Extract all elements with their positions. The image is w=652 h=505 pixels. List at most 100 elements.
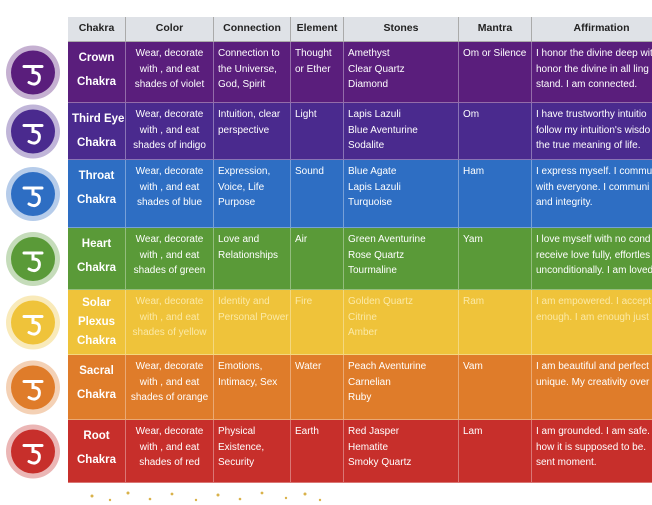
cell-line: Hematite bbox=[348, 441, 389, 453]
cell-line: Air bbox=[295, 234, 308, 245]
table-cell: I am grounded. I am safe. how it is suppo… bbox=[532, 420, 652, 483]
cell-line: Wear, decorate bbox=[135, 166, 204, 177]
cell-line: Existence, bbox=[218, 441, 265, 453]
table-cell: Wear, decorate with , and eat shades of re… bbox=[126, 420, 214, 483]
cell-line: follow my intuition's wisdo bbox=[536, 124, 651, 136]
table-cell: Identity and Personal Power bbox=[214, 290, 291, 355]
cell-line: Lapis Lazuli bbox=[348, 181, 401, 193]
cell-line: with , and eat bbox=[139, 376, 200, 388]
cell-line: Chakra bbox=[77, 262, 116, 274]
cell-line: Expression, bbox=[218, 166, 271, 177]
cell-line: Wear, decorate bbox=[135, 234, 204, 245]
chakra-name: Heart Chakra bbox=[68, 228, 126, 290]
cell-line: and integrity. bbox=[536, 197, 593, 208]
cell-line: Amethyst bbox=[348, 48, 390, 59]
cell-line: Security bbox=[218, 457, 255, 468]
table-cell: Green Aventurine Rose Quartz Tourmaline bbox=[344, 228, 459, 290]
cell-line: Blue Aventurine bbox=[348, 124, 418, 136]
cell-line: Voice, Life bbox=[218, 181, 265, 193]
cell-line: Plexus bbox=[77, 316, 116, 328]
cell-line: Yam bbox=[463, 234, 483, 245]
table-cell: Fire bbox=[291, 290, 344, 355]
cell-line: I express myself. I commu bbox=[536, 166, 652, 177]
cell-line: Throat bbox=[78, 170, 115, 182]
table-cell: Sound bbox=[291, 160, 344, 228]
cell-line: Om bbox=[463, 109, 480, 120]
cell-line: with , and eat bbox=[139, 181, 200, 193]
cell-line: Lapis Lazuli bbox=[348, 109, 401, 120]
icon-glyph bbox=[22, 380, 44, 401]
cell-line: Diamond bbox=[348, 79, 389, 90]
chakra-name: Third Eye Chakra bbox=[68, 103, 126, 160]
table-cell: Light bbox=[291, 103, 344, 160]
table-cell: Wear, decorate with , and eat shades of or… bbox=[126, 355, 214, 420]
cell-line: Green Aventurine bbox=[348, 234, 426, 245]
header-cell: Affirmation bbox=[532, 17, 652, 42]
cell-line: perspective bbox=[218, 124, 270, 136]
header-cell: Mantra bbox=[459, 17, 532, 42]
cell-line: Chakra bbox=[77, 137, 116, 149]
table-cell: Connection to the Universe, God, Spirit bbox=[214, 42, 291, 103]
table-cell: Intuition, clear perspective bbox=[214, 103, 291, 160]
cell-line: Fire bbox=[295, 296, 313, 307]
table-cell: Lapis Lazuli Blue Aventurine Sodalite bbox=[344, 103, 459, 160]
cell-line: I honor the divine deep wit bbox=[536, 48, 652, 59]
cell-line: receive love fully, effortles bbox=[536, 249, 651, 261]
cell-line: I am grounded. I am safe. bbox=[536, 426, 650, 437]
cell-line: Wear, decorate bbox=[135, 109, 204, 120]
table-cell: I have trustworthy intuitio follow my int… bbox=[532, 103, 652, 160]
cell-line: Blue Agate bbox=[348, 166, 397, 177]
cell-line: Wear, decorate bbox=[135, 48, 204, 59]
cell-line: Ram bbox=[463, 296, 485, 307]
cell-line: sent moment. bbox=[536, 457, 597, 468]
cell-line: Ruby bbox=[348, 392, 372, 403]
header-cell: Stones bbox=[344, 17, 459, 42]
table-cell: Vam bbox=[459, 355, 532, 420]
table-cell: I express myself. I commu with everyone. … bbox=[532, 160, 652, 228]
table-cell: Om bbox=[459, 103, 532, 160]
cell-line: Wear, decorate bbox=[135, 426, 204, 437]
cell-line: with , and eat bbox=[139, 441, 200, 453]
table-cell: Red Jasper Hematite Smoky Quartz bbox=[344, 420, 459, 483]
table-cell: Wear, decorate with , and eat shades of ye… bbox=[126, 290, 214, 355]
cell-line: Light bbox=[295, 109, 317, 120]
icon-glyph bbox=[22, 315, 44, 336]
table-cell: Water bbox=[291, 355, 344, 420]
cell-line: Earth bbox=[295, 426, 319, 437]
cell-line: Connection to bbox=[218, 48, 280, 59]
chakra-name: Solar Plexus Chakra bbox=[68, 290, 126, 355]
table-cell: Peach Aventurine Carnelian Ruby bbox=[344, 355, 459, 420]
table-cell: Yam bbox=[459, 228, 532, 290]
cell-line: Water bbox=[295, 361, 322, 372]
table-cell: Wear, decorate with , and eat shades of gr… bbox=[126, 228, 214, 290]
chakra-name: Crown Chakra bbox=[68, 42, 126, 103]
icon-column bbox=[6, 45, 60, 479]
cell-line: Chakra bbox=[77, 454, 116, 466]
cell-line: Purpose bbox=[218, 197, 256, 208]
header-cell: Color bbox=[126, 17, 214, 42]
cell-line: Wear, decorate bbox=[135, 361, 204, 372]
cell-line: I have trustworthy intuitio bbox=[536, 109, 647, 120]
cell-line: shades of green bbox=[133, 265, 206, 276]
cell-line: shades of blue bbox=[136, 197, 203, 208]
cell-line: God, Spirit bbox=[218, 79, 266, 90]
cell-line: Smoky Quartz bbox=[348, 457, 412, 468]
chakra-name: Root Chakra bbox=[68, 420, 126, 483]
cell-line: Chakra bbox=[77, 76, 116, 88]
cell-line: I love myself with no cond bbox=[536, 234, 651, 245]
header-cell: Chakra bbox=[68, 17, 126, 42]
cell-line: Rose Quartz bbox=[348, 249, 405, 261]
cell-line: stand. I am connected. bbox=[536, 79, 638, 90]
icon-glyph bbox=[22, 124, 44, 145]
cell-line: Root bbox=[83, 430, 110, 442]
table-cell: Wear, decorate with , and eat shades of bl… bbox=[126, 160, 214, 228]
cell-line: shades of orange bbox=[130, 392, 209, 403]
cell-line: with , and eat bbox=[139, 124, 200, 136]
cell-line: Solar bbox=[82, 297, 111, 309]
cell-line: Chakra bbox=[77, 335, 116, 347]
cell-line: Sodalite bbox=[348, 140, 385, 151]
chakra-name: Throat Chakra bbox=[68, 160, 126, 228]
cell-line: shades of indigo bbox=[133, 140, 206, 151]
cell-line: Physical bbox=[218, 426, 256, 437]
